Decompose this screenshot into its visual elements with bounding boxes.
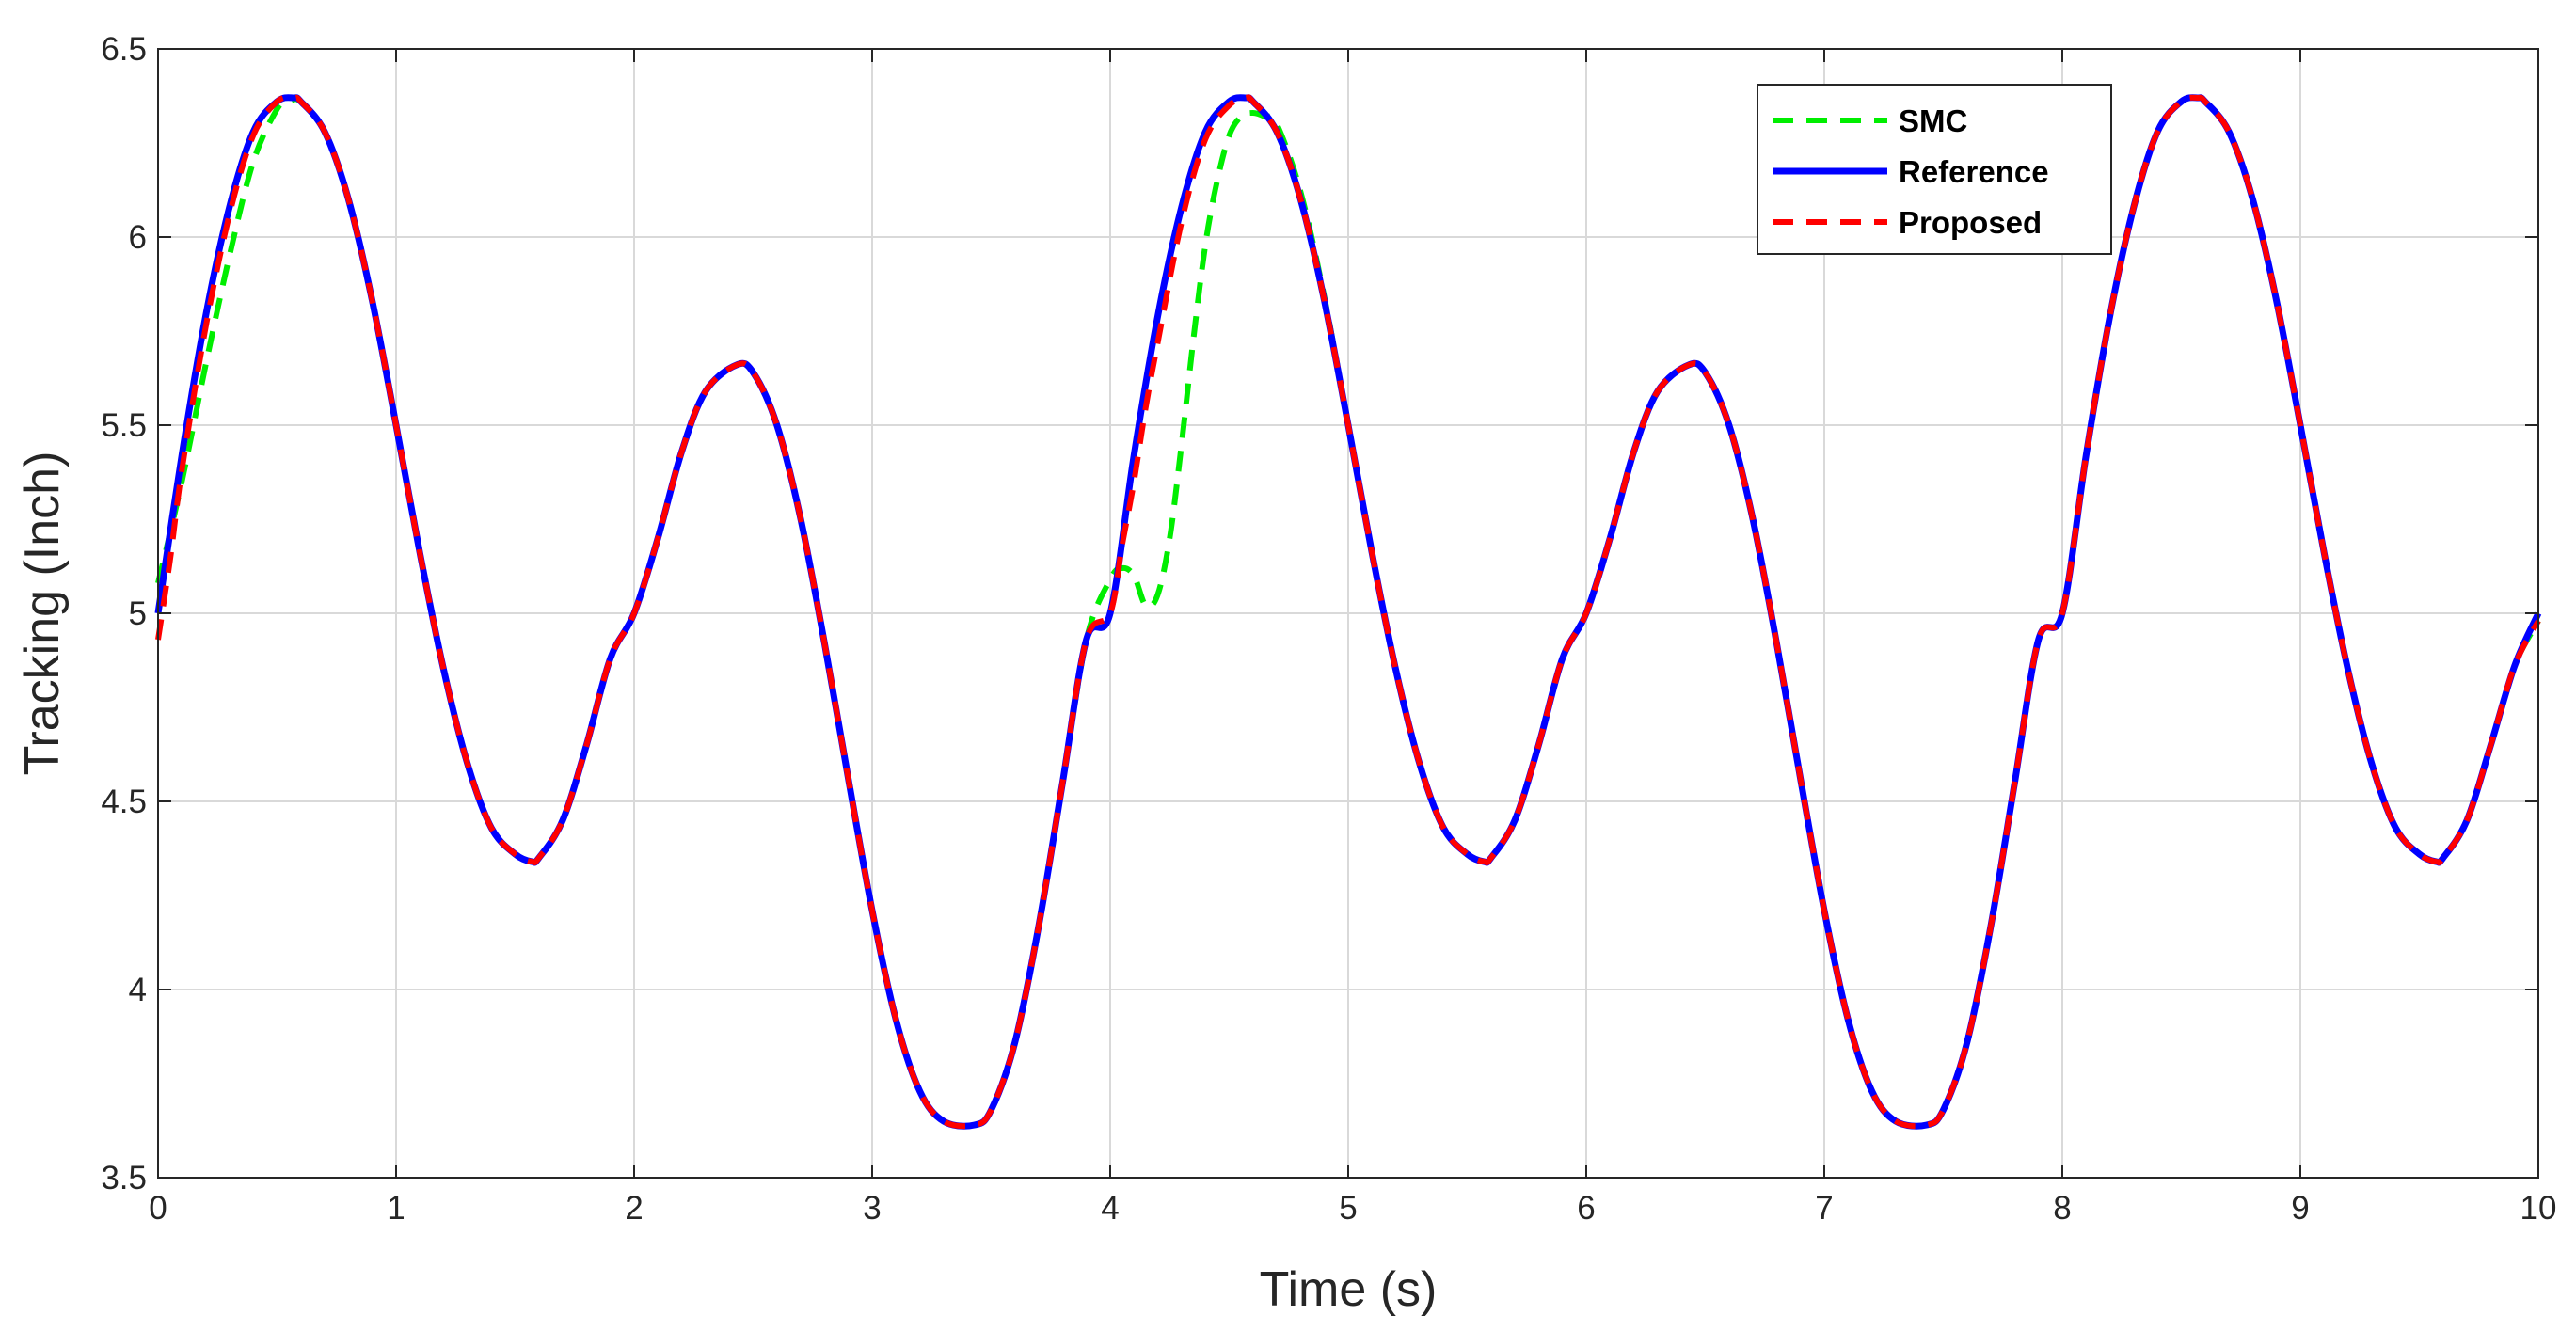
axis-ticks: 0 1 2 3 4 5 6 7 8 9 10 3.5 4 4.5 5 5.5 6 6.5	[101, 31, 2556, 1227]
x-tick-label-7: 7	[1815, 1190, 1833, 1227]
x-tick-label-9: 9	[2291, 1190, 2309, 1227]
x-tick-label-4: 4	[1101, 1190, 1119, 1227]
y-tick-label-5: 6	[129, 219, 147, 256]
x-tick-label-3: 3	[863, 1190, 881, 1227]
x-tick-label-8: 8	[2053, 1190, 2071, 1227]
x-tick-label-5: 5	[1339, 1190, 1357, 1227]
x-tick-label-0: 0	[149, 1190, 167, 1227]
x-tick-label-2: 2	[625, 1190, 643, 1227]
y-tick-label-3: 5	[129, 595, 147, 632]
plot-series	[154, 94, 2542, 1130]
legend-label-smc: SMC	[1899, 103, 1967, 138]
y-tick-label-6: 6.5	[101, 31, 147, 68]
x-axis-label: Time (s)	[1260, 1262, 1438, 1317]
y-tick-label-0: 3.5	[101, 1160, 147, 1196]
series-line-proposed	[155, 94, 2541, 1130]
x-tick-label-10: 10	[2520, 1190, 2557, 1227]
legend[interactable]: SMC Reference Proposed	[1757, 84, 2112, 255]
y-axis-label: Tracking (Inch)	[15, 452, 70, 776]
x-tick-label-6: 6	[1577, 1190, 1595, 1227]
y-tick-label-2: 4.5	[101, 784, 147, 820]
y-tick-label-4: 5.5	[101, 407, 147, 444]
x-tick-label-1: 1	[387, 1190, 405, 1227]
legend-label-proposed: Proposed	[1899, 205, 2042, 240]
y-tick-label-1: 4	[129, 972, 147, 1008]
legend-label-reference: Reference	[1899, 154, 2049, 189]
